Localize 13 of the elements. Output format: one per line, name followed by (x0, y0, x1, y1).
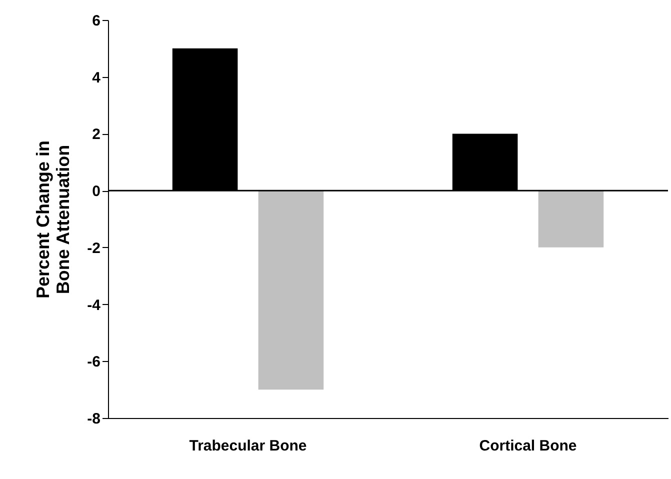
bar (258, 190, 324, 390)
y-tick-label: 6 (92, 12, 100, 30)
y-tick-label: 4 (92, 69, 102, 86)
y-axis-title: Percent Change in Bone Attenuation (33, 140, 74, 299)
x-tick-label: Trabecular Bone (189, 438, 307, 454)
bar (538, 190, 604, 248)
y-tick-label: -2 (87, 240, 100, 257)
x-tick-label: Cortical Bone (479, 438, 577, 454)
y-tick-label: -4 (87, 296, 102, 314)
y-tick-label: -6 (87, 354, 100, 371)
y-tick-label: 2 (92, 126, 100, 144)
y-tick-label: -8 (87, 410, 100, 428)
y-tick-label: 0 (92, 183, 100, 200)
